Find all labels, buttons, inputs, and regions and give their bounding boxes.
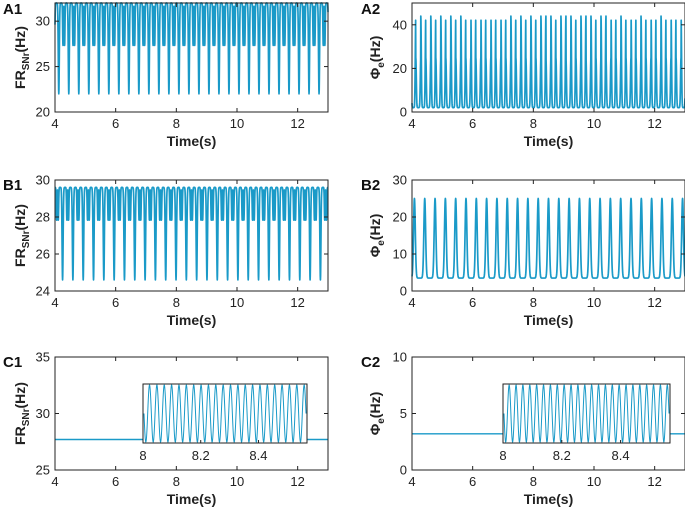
x-tick-label: 8 bbox=[173, 116, 180, 131]
inset-x-tick-label: 8.4 bbox=[249, 448, 267, 463]
x-tick-label: 10 bbox=[587, 474, 601, 489]
series-line bbox=[54, 2, 329, 95]
y-axis-label: Φe(Hz) bbox=[367, 392, 387, 436]
series-line bbox=[411, 197, 685, 279]
inset-frame-outline bbox=[502, 383, 671, 444]
panel-a1: 4 6 8 10 12 20 25 30 Time(s) FRSNr(Hz) A1 bbox=[3, 1, 329, 149]
y-tick-label: 20 bbox=[393, 210, 407, 225]
y-axis-label: Φe(Hz) bbox=[367, 214, 387, 258]
x-tick-label: 4 bbox=[408, 474, 415, 489]
inset-x-tick-label: 8 bbox=[499, 448, 506, 463]
y-tick-label: 25 bbox=[36, 59, 50, 74]
inset-series-line bbox=[503, 383, 670, 444]
panel-c1: 4 6 8 10 12 25 30 35 Time(s) FRSNr(Hz) C1 8 8.2 8.4 bbox=[3, 350, 329, 507]
y-tick-label: 30 bbox=[36, 173, 50, 188]
y-tick-label: 25 bbox=[36, 463, 50, 478]
panel-a2: 4 6 8 10 12 0 20 40 Time(s) Φe(Hz) A2 bbox=[361, 1, 685, 149]
x-axis-label: Time(s) bbox=[524, 133, 574, 149]
x-tick-label: 6 bbox=[112, 116, 119, 131]
x-tick-label: 8 bbox=[173, 474, 180, 489]
x-tick-label: 12 bbox=[290, 295, 304, 310]
panel-label: A1 bbox=[3, 1, 22, 18]
y-tick-label: 24 bbox=[36, 284, 50, 299]
panel-b1: 4 6 8 10 12 24 26 28 30 Time(s) FRSNr(Hz) B1 bbox=[3, 173, 329, 328]
x-tick-label: 10 bbox=[230, 474, 244, 489]
panel-label: A2 bbox=[361, 1, 380, 18]
x-axis-label: Time(s) bbox=[524, 312, 574, 328]
x-tick-label: 4 bbox=[408, 116, 415, 131]
y-tick-label: 28 bbox=[36, 210, 50, 225]
x-axis-label: Time(s) bbox=[167, 133, 217, 149]
axes-frame bbox=[411, 2, 685, 113]
y-tick-label: 35 bbox=[36, 350, 50, 365]
series-line bbox=[411, 15, 685, 109]
axes-frame bbox=[54, 2, 329, 113]
x-axis-label: Time(s) bbox=[167, 312, 217, 328]
inset-x-tick-label: 8.2 bbox=[553, 448, 571, 463]
x-tick-label: 6 bbox=[112, 474, 119, 489]
axes-frame bbox=[411, 179, 685, 292]
x-tick-label: 8 bbox=[173, 295, 180, 310]
y-tick-label: 26 bbox=[36, 247, 50, 262]
x-axis-label: Time(s) bbox=[524, 491, 574, 507]
inset-x-tick-label: 8.2 bbox=[192, 448, 210, 463]
panel-label: B1 bbox=[3, 177, 22, 194]
x-tick-label: 12 bbox=[290, 474, 304, 489]
x-tick-label: 6 bbox=[112, 295, 119, 310]
x-tick-label: 10 bbox=[587, 116, 601, 131]
axes-frame bbox=[54, 179, 329, 292]
inset-plot: 8 8.2 8.4 bbox=[499, 383, 671, 463]
y-tick-label: 0 bbox=[400, 105, 407, 120]
y-tick-label: 30 bbox=[36, 406, 50, 421]
x-axis-label: Time(s) bbox=[167, 491, 217, 507]
x-tick-label: 4 bbox=[51, 116, 58, 131]
x-tick-label: 8 bbox=[530, 116, 537, 131]
inset-x-tick-label: 8.4 bbox=[612, 448, 630, 463]
x-tick-label: 4 bbox=[51, 474, 58, 489]
panel-label: C1 bbox=[3, 354, 22, 371]
inset-x-tick-label: 8 bbox=[139, 448, 146, 463]
y-tick-label: 10 bbox=[393, 247, 407, 262]
x-tick-label: 12 bbox=[647, 474, 661, 489]
inset-frame-outline bbox=[142, 383, 308, 444]
y-axis-label: FRSNr(Hz) bbox=[12, 26, 32, 89]
x-tick-label: 6 bbox=[469, 116, 476, 131]
x-tick-label: 6 bbox=[469, 295, 476, 310]
y-axis-label: FRSNr(Hz) bbox=[12, 382, 32, 445]
series-line bbox=[54, 186, 329, 281]
y-tick-label: 0 bbox=[400, 463, 407, 478]
y-tick-label: 5 bbox=[400, 406, 407, 421]
x-tick-label: 4 bbox=[51, 295, 58, 310]
panel-label: B2 bbox=[361, 177, 380, 194]
y-tick-label: 10 bbox=[393, 350, 407, 365]
inset-series-line bbox=[143, 383, 307, 444]
y-tick-label: 30 bbox=[393, 173, 407, 188]
x-tick-label: 10 bbox=[230, 116, 244, 131]
y-tick-label: 30 bbox=[36, 14, 50, 29]
panel-c2: 4 6 8 10 12 0 5 10 Time(s) Φe(Hz) C2 8 8.2 8.4 bbox=[361, 350, 685, 507]
y-tick-label: 20 bbox=[36, 105, 50, 120]
x-tick-label: 12 bbox=[647, 116, 661, 131]
x-tick-label: 8 bbox=[530, 295, 537, 310]
x-tick-label: 10 bbox=[230, 295, 244, 310]
x-tick-label: 10 bbox=[587, 295, 601, 310]
x-tick-label: 4 bbox=[408, 295, 415, 310]
x-tick-label: 6 bbox=[469, 474, 476, 489]
y-tick-label: 20 bbox=[393, 61, 407, 76]
x-tick-label: 12 bbox=[647, 295, 661, 310]
y-tick-label: 0 bbox=[400, 284, 407, 299]
inset-plot: 8 8.2 8.4 bbox=[139, 383, 308, 463]
panel-b2: 4 6 8 10 12 0 10 20 30 Time(s) Φe(Hz) B2 bbox=[361, 173, 685, 328]
y-tick-label: 40 bbox=[393, 17, 407, 32]
y-axis-label: FRSNr(Hz) bbox=[12, 204, 32, 267]
x-tick-label: 8 bbox=[530, 474, 537, 489]
x-tick-label: 12 bbox=[290, 116, 304, 131]
panel-label: C2 bbox=[361, 354, 380, 371]
y-axis-label: Φe(Hz) bbox=[367, 36, 387, 80]
